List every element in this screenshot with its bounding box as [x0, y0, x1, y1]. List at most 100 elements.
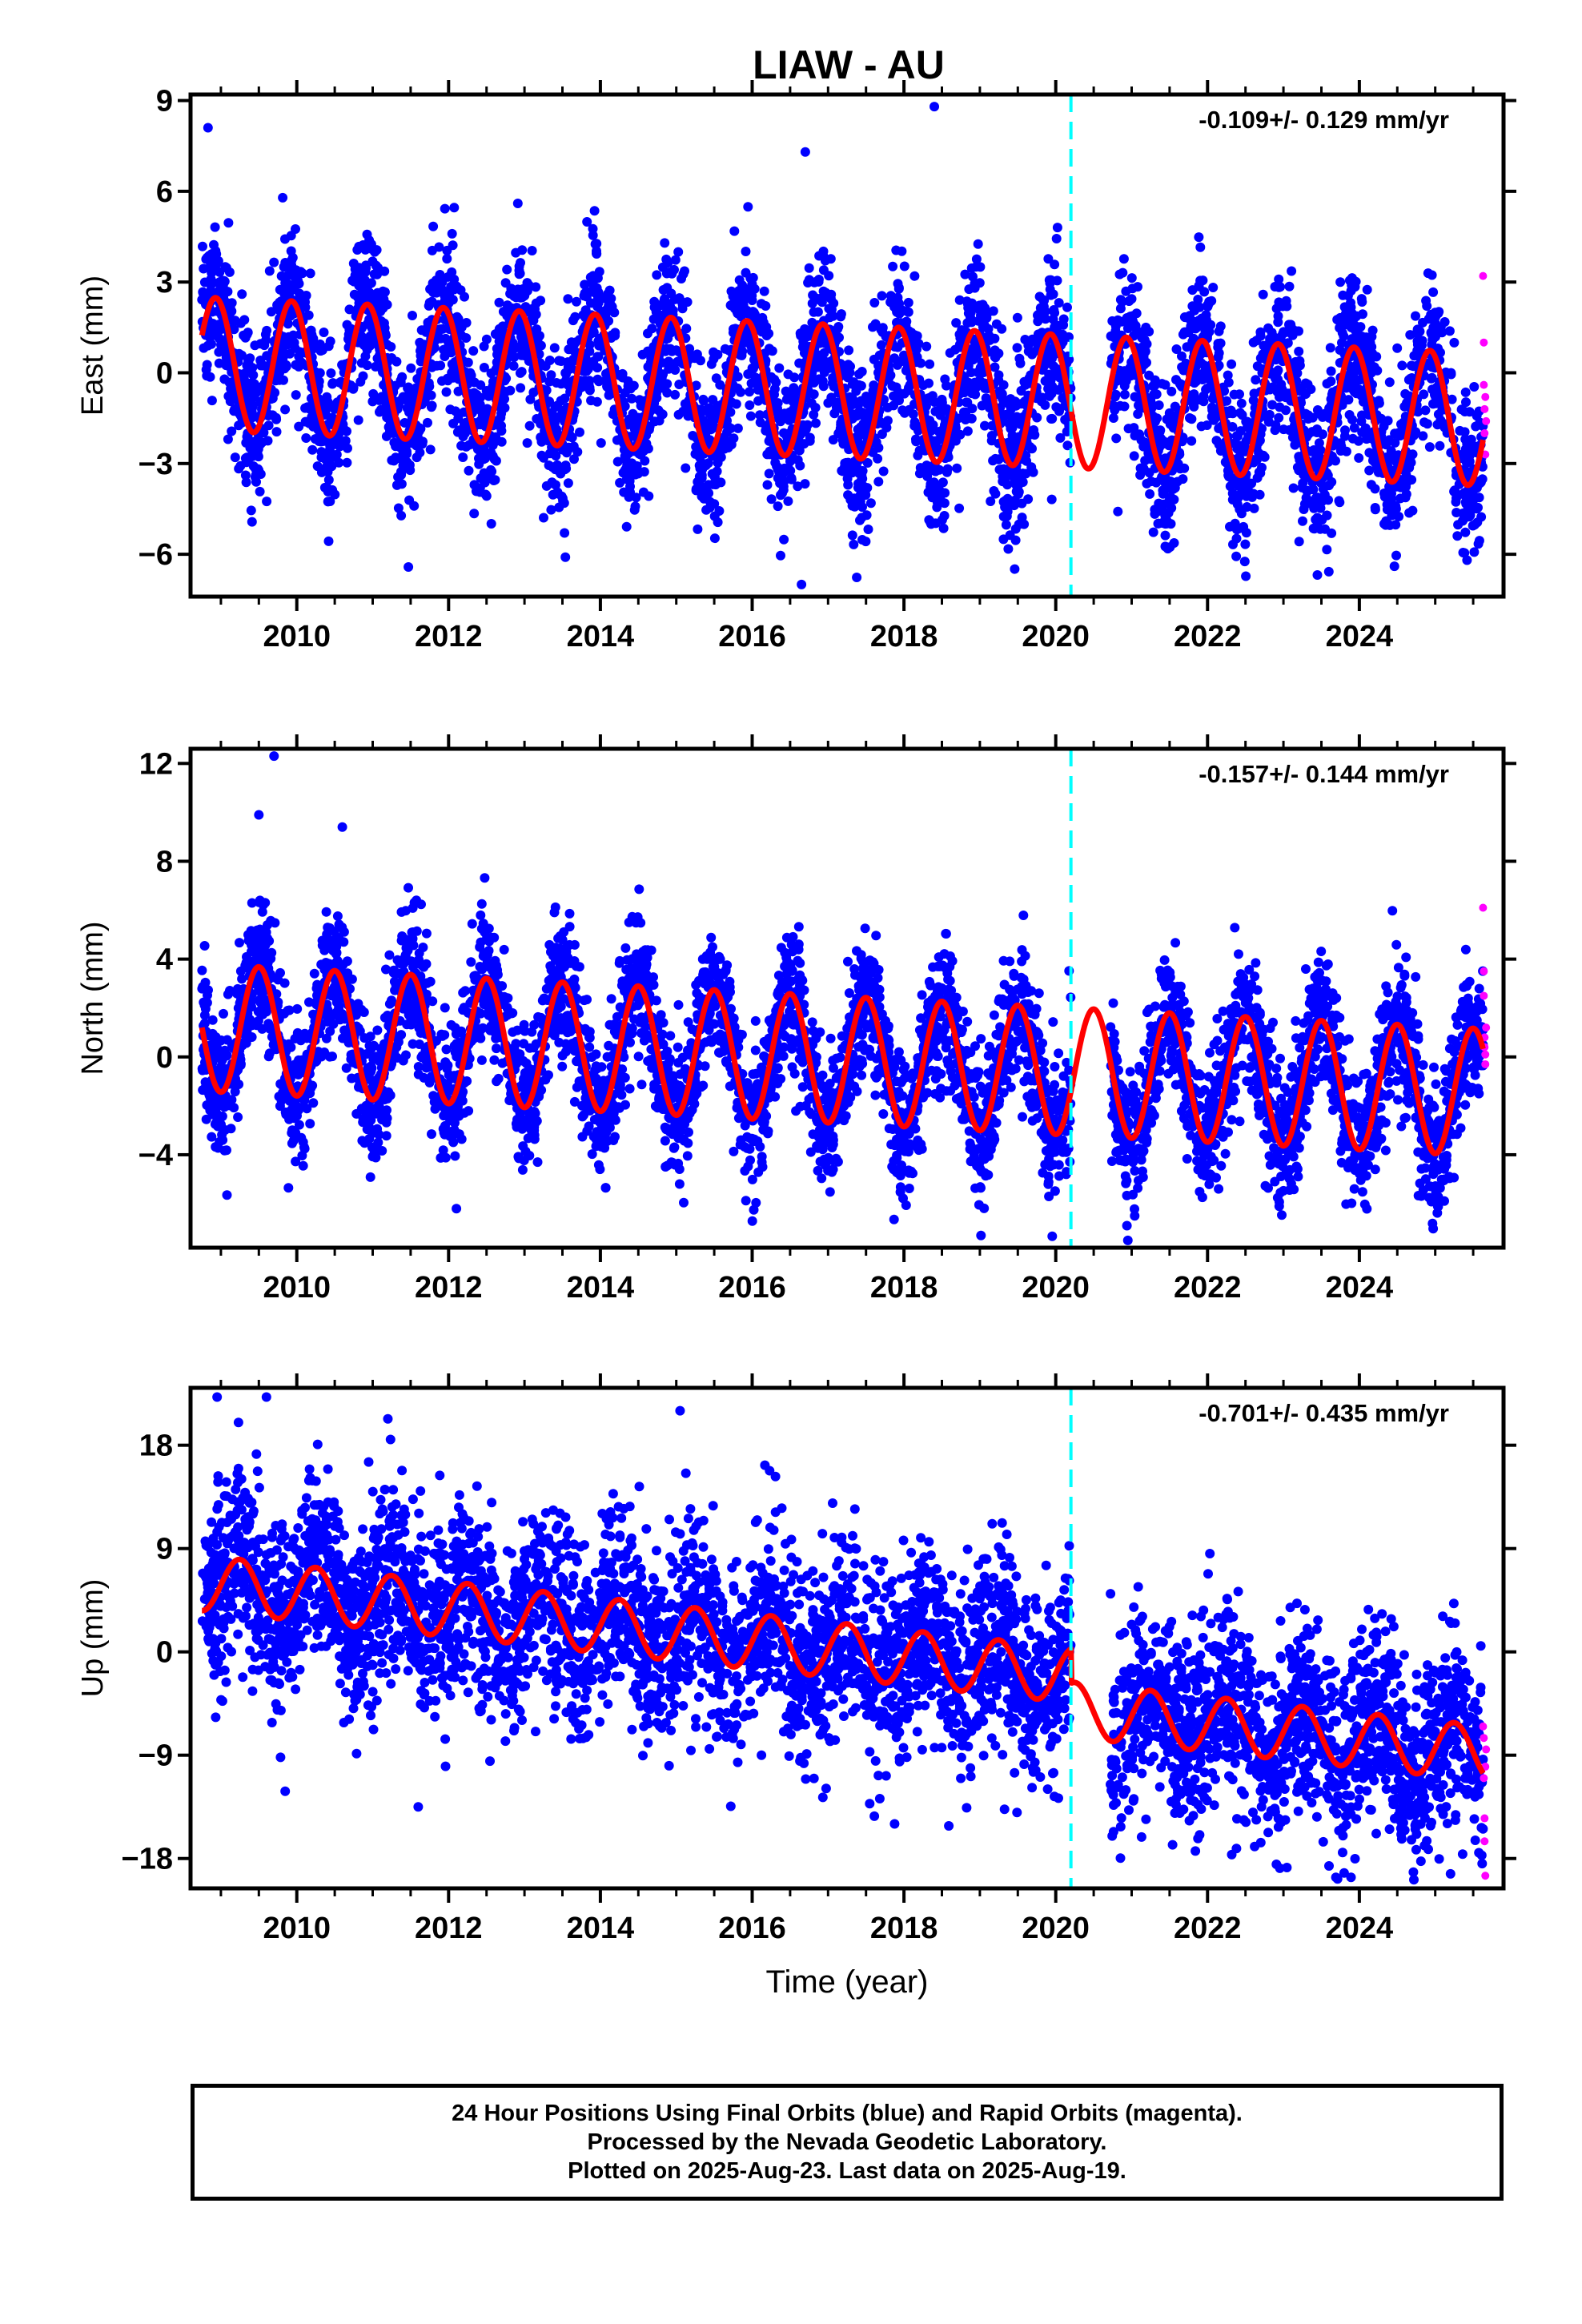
- final-orbit-point: [592, 249, 602, 259]
- final-orbit-point: [198, 241, 207, 251]
- final-orbit-point: [442, 254, 452, 264]
- final-orbit-point: [903, 297, 913, 308]
- final-orbit-point: [1168, 484, 1178, 494]
- final-orbit-point: [1435, 440, 1445, 451]
- final-orbit-point: [712, 466, 722, 476]
- final-orbit-point: [1194, 281, 1204, 292]
- final-orbit-point: [1172, 476, 1182, 487]
- final-orbit-point: [479, 363, 489, 372]
- final-orbit-point: [961, 407, 971, 417]
- final-orbit-point: [954, 295, 965, 305]
- final-orbit-point: [1154, 400, 1164, 410]
- final-orbit-point: [269, 257, 279, 267]
- final-orbit-point: [1349, 423, 1359, 433]
- final-orbit-point: [677, 304, 688, 314]
- final-orbit-point: [1002, 480, 1013, 490]
- final-orbit-point: [500, 387, 511, 397]
- final-orbit-point: [373, 263, 383, 273]
- final-orbit-point: [1282, 301, 1292, 312]
- final-orbit-point: [1340, 425, 1350, 436]
- final-orbit-point: [608, 409, 618, 420]
- final-orbit-point: [853, 380, 864, 390]
- final-orbit-point: [1236, 398, 1247, 408]
- final-orbit-point: [1395, 482, 1406, 493]
- final-orbit-point: [982, 313, 992, 323]
- final-orbit-point: [322, 392, 332, 402]
- final-orbit-point: [1199, 391, 1209, 401]
- final-orbit-point: [827, 378, 837, 388]
- final-orbit-point: [379, 296, 389, 305]
- final-orbit-point: [1032, 412, 1042, 423]
- final-orbit-point: [288, 284, 299, 295]
- final-orbit-point: [1259, 452, 1270, 462]
- final-orbit-point: [472, 444, 483, 454]
- final-orbit-point: [620, 452, 631, 461]
- final-orbit-point: [688, 431, 698, 440]
- final-orbit-point: [461, 333, 472, 343]
- final-orbit-point: [966, 298, 977, 308]
- final-orbit-point: [220, 262, 231, 272]
- final-orbit-point: [560, 528, 570, 538]
- final-orbit-point: [1208, 283, 1219, 292]
- final-orbit-point: [845, 392, 855, 402]
- final-orbit-point: [1248, 396, 1259, 405]
- final-orbit-point: [720, 434, 730, 444]
- final-orbit-point: [256, 360, 266, 371]
- final-orbit-point: [1012, 312, 1022, 323]
- final-orbit-point: [342, 426, 351, 436]
- final-orbit-point: [1343, 291, 1353, 301]
- final-orbit-point: [819, 368, 829, 377]
- final-orbit-point: [379, 287, 390, 297]
- final-orbit-point: [1051, 234, 1062, 243]
- final-orbit-point: [1294, 537, 1304, 547]
- final-orbit-point: [1014, 519, 1024, 529]
- final-orbit-point: [1379, 489, 1389, 498]
- rapid-orbit-point: [1480, 338, 1488, 347]
- final-orbit-point: [474, 453, 484, 464]
- final-orbit-point: [262, 497, 272, 507]
- final-orbit-point: [301, 433, 311, 443]
- y-tick-label: 0: [156, 356, 173, 390]
- final-orbit-point: [1055, 432, 1066, 443]
- final-orbit-point: [968, 271, 978, 282]
- final-orbit-point: [1322, 379, 1332, 389]
- final-orbit-point: [592, 301, 603, 312]
- final-orbit-point: [1241, 571, 1251, 581]
- final-orbit-point: [789, 383, 799, 393]
- final-orbit-point: [930, 406, 941, 416]
- final-orbit-point: [1251, 336, 1262, 346]
- final-orbit-point: [1322, 545, 1332, 555]
- final-orbit-point: [517, 292, 528, 303]
- final-orbit-point: [563, 357, 573, 368]
- final-orbit-point: [652, 270, 662, 280]
- east-rapid-orbit-points: [1479, 271, 1491, 459]
- final-orbit-point: [587, 286, 597, 296]
- final-orbit-point: [1275, 402, 1285, 412]
- final-orbit-point: [1303, 414, 1314, 424]
- final-orbit-point: [778, 485, 789, 495]
- final-orbit-point: [381, 431, 391, 441]
- final-orbit-point: [1008, 415, 1018, 425]
- final-orbit-point: [227, 298, 237, 308]
- final-orbit-point: [1344, 410, 1355, 420]
- final-orbit-point: [618, 468, 628, 478]
- final-orbit-point: [1317, 515, 1327, 525]
- final-orbit-point: [1058, 314, 1069, 324]
- final-orbit-point: [776, 550, 785, 561]
- final-orbit-point: [1297, 482, 1307, 493]
- final-orbit-point: [859, 412, 869, 422]
- final-orbit-point: [250, 340, 260, 351]
- final-orbit-point: [441, 387, 452, 397]
- final-orbit-point: [1255, 327, 1266, 337]
- final-orbit-point: [1450, 485, 1460, 496]
- final-orbit-point: [1337, 328, 1347, 338]
- final-orbit-point: [416, 342, 427, 352]
- final-orbit-point: [594, 340, 604, 351]
- final-orbit-point: [1458, 509, 1468, 518]
- final-orbit-point: [973, 239, 983, 249]
- final-orbit-point: [1231, 476, 1242, 487]
- final-orbit-point: [1162, 518, 1173, 529]
- final-orbit-point: [1148, 381, 1158, 392]
- final-orbit-point: [316, 452, 327, 463]
- final-orbit-point: [1146, 476, 1156, 487]
